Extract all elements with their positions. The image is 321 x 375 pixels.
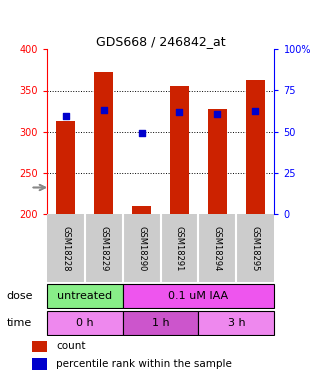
FancyBboxPatch shape bbox=[198, 310, 274, 335]
Text: 1 h: 1 h bbox=[152, 318, 169, 328]
Point bbox=[177, 109, 182, 115]
Text: 0.1 uM IAA: 0.1 uM IAA bbox=[169, 291, 229, 301]
Text: untreated: untreated bbox=[57, 291, 112, 301]
Point bbox=[139, 130, 144, 136]
Text: GSM18294: GSM18294 bbox=[213, 226, 222, 271]
Text: dose: dose bbox=[6, 291, 33, 301]
Bar bbox=[237, 214, 274, 282]
FancyBboxPatch shape bbox=[123, 284, 274, 308]
FancyBboxPatch shape bbox=[123, 310, 198, 335]
Point bbox=[63, 113, 68, 119]
Bar bbox=[160, 214, 198, 282]
Bar bbox=[132, 206, 151, 214]
Text: GSM18291: GSM18291 bbox=[175, 226, 184, 271]
FancyBboxPatch shape bbox=[47, 284, 123, 308]
Text: GSM18229: GSM18229 bbox=[99, 226, 108, 271]
Text: GSM18228: GSM18228 bbox=[61, 225, 70, 271]
Text: GSM18290: GSM18290 bbox=[137, 226, 146, 271]
Bar bbox=[47, 214, 84, 282]
Bar bbox=[123, 214, 160, 282]
Text: percentile rank within the sample: percentile rank within the sample bbox=[56, 359, 232, 369]
Text: 0 h: 0 h bbox=[76, 318, 93, 328]
Bar bbox=[84, 214, 123, 282]
Bar bbox=[246, 80, 265, 214]
Bar bbox=[170, 86, 189, 214]
Text: GSM18295: GSM18295 bbox=[251, 226, 260, 271]
Point bbox=[253, 108, 258, 114]
Text: time: time bbox=[6, 318, 32, 328]
Title: GDS668 / 246842_at: GDS668 / 246842_at bbox=[96, 35, 225, 48]
Point bbox=[215, 111, 220, 117]
Bar bbox=[32, 341, 47, 352]
Bar bbox=[208, 109, 227, 214]
Bar bbox=[94, 72, 113, 214]
Bar bbox=[32, 358, 47, 369]
Point bbox=[101, 107, 106, 113]
FancyBboxPatch shape bbox=[47, 310, 123, 335]
Text: 3 h: 3 h bbox=[228, 318, 245, 328]
Bar bbox=[56, 121, 75, 214]
Text: count: count bbox=[56, 341, 86, 351]
Bar bbox=[198, 214, 237, 282]
